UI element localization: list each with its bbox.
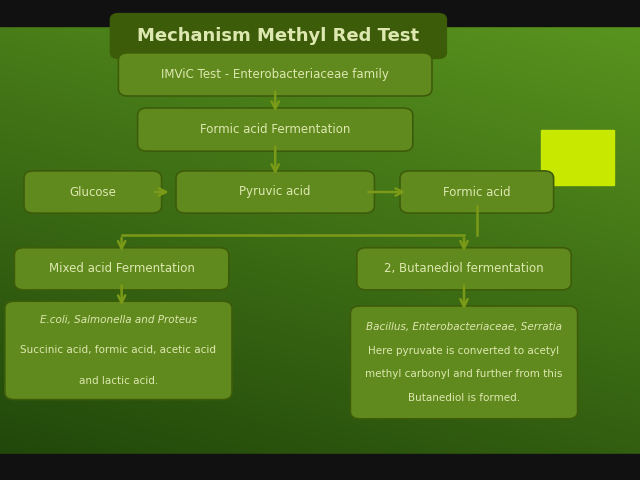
Text: Formic acid: Formic acid [443, 185, 511, 199]
Text: 2, Butanediol fermentation: 2, Butanediol fermentation [384, 262, 544, 276]
Bar [0, 454, 640, 480]
FancyBboxPatch shape [118, 53, 432, 96]
Text: and lactic acid.: and lactic acid. [79, 376, 158, 385]
Text: Here pyruvate is converted to acetyl: Here pyruvate is converted to acetyl [369, 346, 559, 356]
Bar [0, 0, 640, 26]
Text: Formic acid Fermentation: Formic acid Fermentation [200, 123, 350, 136]
Text: E.coli, Salmonella and Proteus: E.coli, Salmonella and Proteus [40, 315, 197, 325]
FancyBboxPatch shape [4, 301, 232, 399]
Text: Mixed acid Fermentation: Mixed acid Fermentation [49, 262, 195, 276]
Text: Bacillus, Enterobacteriaceae, Serratia: Bacillus, Enterobacteriaceae, Serratia [366, 322, 562, 332]
Text: Pyruvic acid: Pyruvic acid [239, 185, 311, 199]
FancyBboxPatch shape [15, 248, 229, 290]
FancyBboxPatch shape [400, 171, 554, 213]
Text: IMViC Test - Enterobacteriaceae family: IMViC Test - Enterobacteriaceae family [161, 68, 389, 81]
Text: Mechanism Methyl Red Test: Mechanism Methyl Red Test [138, 27, 419, 45]
Bar [541, 130, 614, 185]
FancyBboxPatch shape [357, 248, 571, 290]
FancyBboxPatch shape [351, 306, 578, 419]
FancyBboxPatch shape [111, 14, 446, 58]
FancyBboxPatch shape [176, 171, 374, 213]
FancyBboxPatch shape [24, 171, 161, 213]
Text: Glucose: Glucose [69, 185, 116, 199]
Text: Succinic acid, formic acid, acetic acid: Succinic acid, formic acid, acetic acid [20, 346, 216, 355]
Text: methyl carbonyl and further from this: methyl carbonyl and further from this [365, 369, 563, 379]
FancyBboxPatch shape [138, 108, 413, 151]
Text: Butanediol is formed.: Butanediol is formed. [408, 393, 520, 403]
